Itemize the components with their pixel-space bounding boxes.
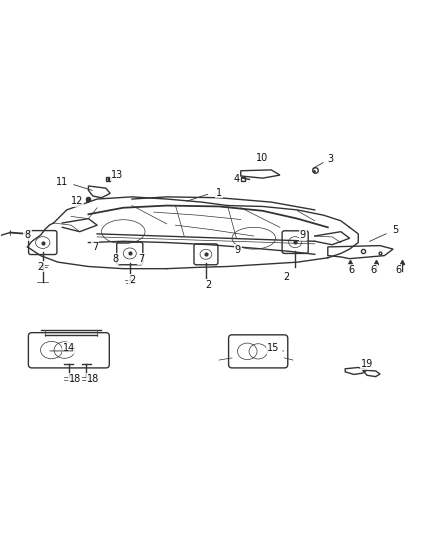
Text: 4: 4 [233,174,240,184]
Text: 18: 18 [87,374,99,384]
Text: 5: 5 [392,224,399,235]
Text: 18: 18 [69,374,81,384]
Text: 12: 12 [71,196,83,206]
Text: 6: 6 [349,265,355,275]
Text: 7: 7 [138,254,145,264]
Text: 2: 2 [129,276,135,286]
Text: 15: 15 [267,343,279,353]
Text: 1: 1 [216,188,222,198]
Text: 9: 9 [235,245,241,255]
Text: 6: 6 [395,265,401,275]
Text: 10: 10 [256,152,268,163]
Text: 7: 7 [92,242,98,252]
Text: 2: 2 [37,262,44,271]
Text: 9: 9 [300,230,306,240]
Text: 13: 13 [111,170,123,180]
Text: 11: 11 [56,176,68,187]
Text: 3: 3 [327,154,333,164]
Text: 8: 8 [113,254,119,264]
Text: 2: 2 [283,272,290,282]
Text: 2: 2 [205,280,211,290]
Text: 14: 14 [63,343,75,353]
Text: 6: 6 [371,265,377,275]
Text: 8: 8 [25,230,31,240]
Text: 19: 19 [361,359,373,369]
